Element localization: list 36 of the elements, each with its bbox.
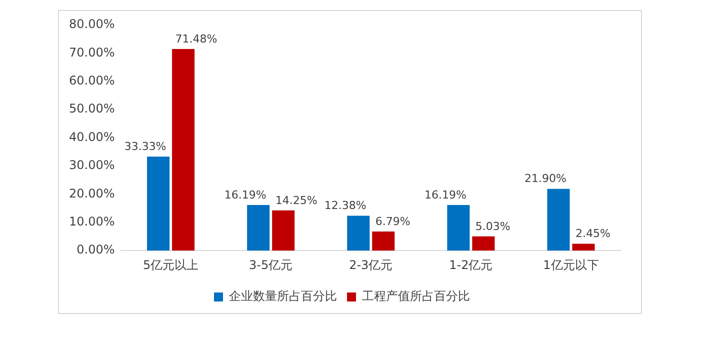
bar [247, 204, 270, 251]
data-label: 71.48% [175, 32, 218, 46]
bar [572, 244, 595, 251]
x-tick-label: 3-5亿元 [249, 258, 293, 272]
y-tick-label: 30.00% [68, 158, 115, 172]
y-tick-label: 40.00% [68, 130, 115, 144]
x-tick-label: 5亿元以上 [142, 258, 199, 272]
legend-label: 企业数量所占百分比 [229, 289, 337, 304]
x-tick-label: 1-2亿元 [449, 258, 493, 272]
y-tick-label: 20.00% [68, 186, 115, 200]
data-label: 16.19% [224, 188, 266, 202]
data-label: 5.03% [475, 220, 510, 233]
bar [547, 188, 570, 251]
bar [272, 210, 295, 251]
bar [347, 216, 370, 251]
data-label: 16.19% [424, 188, 466, 202]
legend-label: 工程产值所占百分比 [362, 289, 470, 304]
y-tick-label: 80.00% [68, 17, 115, 32]
data-label: 6.79% [375, 214, 410, 228]
data-label: 33.33% [124, 140, 166, 153]
y-tick-label: 10.00% [68, 214, 115, 229]
y-tick-label: 60.00% [68, 74, 115, 88]
data-label: 21.90% [524, 172, 566, 186]
bar [172, 49, 195, 251]
data-label: 14.25% [275, 194, 318, 207]
y-tick-label: 50.00% [68, 102, 115, 116]
x-tick-label: 2-3亿元 [349, 258, 393, 272]
bar [372, 231, 395, 251]
bar [472, 236, 495, 251]
bar [147, 156, 170, 251]
data-label: 2.45% [575, 227, 610, 240]
x-tick-label: 1亿元以下 [543, 258, 599, 272]
y-tick-label: 70.00% [68, 45, 115, 60]
data-label: 12.38% [324, 199, 366, 212]
y-tick-label: 0.00% [76, 242, 115, 257]
bar [447, 204, 470, 251]
